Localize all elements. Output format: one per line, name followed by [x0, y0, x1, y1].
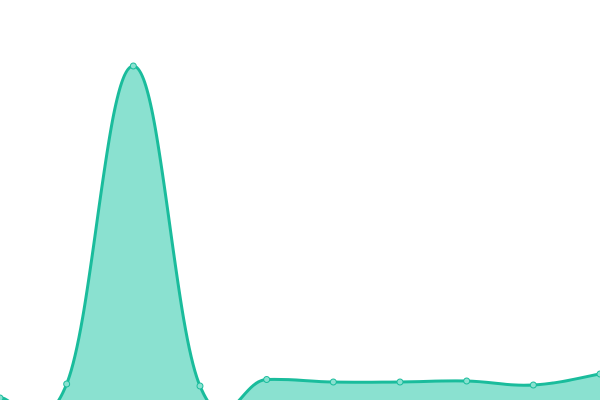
data-point-6	[396, 378, 404, 386]
data-point-3	[196, 382, 204, 390]
area-fill	[0, 65, 600, 400]
data-point-4	[263, 376, 271, 383]
data-point-7	[463, 377, 471, 385]
data-markers	[0, 62, 600, 400]
data-point-2	[129, 62, 137, 70]
data-point-5	[329, 378, 337, 386]
data-point-1	[63, 380, 71, 388]
data-point-8	[529, 381, 537, 389]
data-point-0	[0, 394, 4, 400]
data-point-9	[596, 370, 600, 378]
